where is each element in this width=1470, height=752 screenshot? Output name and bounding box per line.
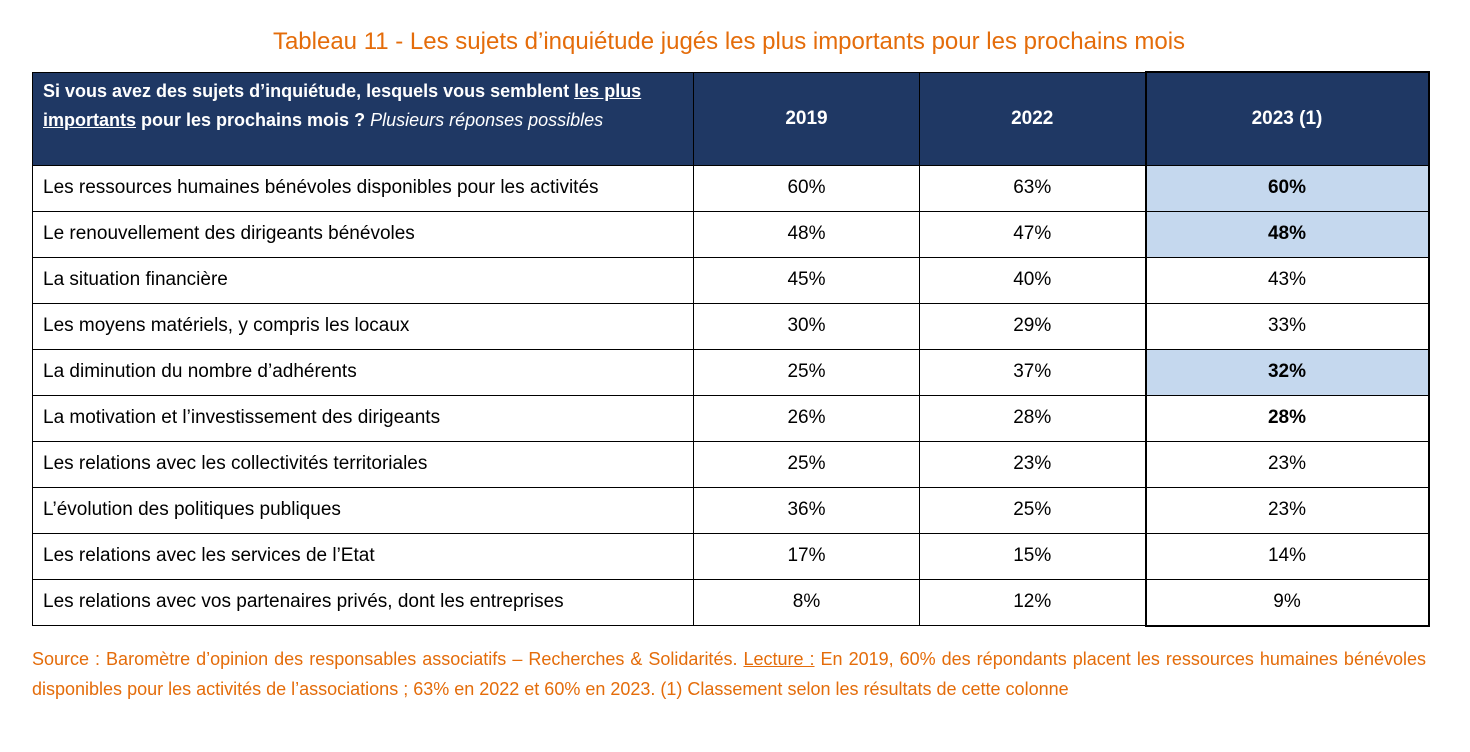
value-2019: 45% — [693, 256, 920, 304]
row-label: Les moyens matériels, y compris les loca… — [32, 302, 694, 350]
column-header-2023: 2023 (1) — [1144, 71, 1430, 166]
value-2023: 60% — [1144, 164, 1430, 212]
value-2019: 36% — [693, 486, 920, 534]
column-header-2022: 2022 — [919, 71, 1146, 166]
question-text-part2: pour les prochains mois ? — [136, 109, 371, 130]
value-2023: 14% — [1144, 532, 1430, 580]
row-label: Les ressources humaines bénévoles dispon… — [32, 164, 694, 212]
value-2019: 25% — [693, 440, 920, 488]
table-row: Les moyens matériels, y compris les loca… — [32, 302, 1430, 350]
value-2023: 23% — [1144, 486, 1430, 534]
table-row: Les ressources humaines bénévoles dispon… — [32, 164, 1430, 212]
value-2023: 9% — [1144, 578, 1430, 627]
value-2022: 40% — [919, 256, 1146, 304]
row-label: Les relations avec les services de l’Eta… — [32, 532, 694, 580]
table-row: Les relations avec les services de l’Eta… — [32, 532, 1430, 580]
question-text-part1: Si vous avez des sujets d’inquiétude, le… — [43, 80, 575, 101]
table-row: La situation financière 45% 40% 43% — [32, 256, 1430, 304]
table-row: Le renouvellement des dirigeants bénévol… — [32, 210, 1430, 258]
table-row: L’évolution des politiques publiques 36%… — [32, 486, 1430, 534]
value-2022: 12% — [919, 578, 1146, 626]
value-2019: 60% — [693, 164, 920, 212]
value-2022: 23% — [919, 440, 1146, 488]
table-row: Les relations avec les collectivités ter… — [32, 440, 1430, 488]
column-header-2019: 2019 — [693, 71, 920, 166]
value-2023: 43% — [1144, 256, 1430, 304]
reading-label: Lecture : — [743, 649, 815, 669]
value-2023: 23% — [1144, 440, 1430, 488]
value-2023: 28% — [1144, 394, 1430, 442]
source-note: Source : Baromètre d’opinion des respons… — [32, 644, 1426, 704]
question-text-underlined: les plus importants — [43, 80, 642, 130]
value-2019: 48% — [693, 210, 920, 258]
question-header: Si vous avez des sujets d’inquiétude, le… — [32, 71, 694, 166]
value-2019: 25% — [693, 348, 920, 396]
value-2022: 29% — [919, 302, 1146, 350]
value-2023: 48% — [1144, 210, 1430, 258]
value-2022: 15% — [919, 532, 1146, 580]
row-label: Les relations avec les collectivités ter… — [32, 440, 694, 488]
row-label: La situation financière — [32, 256, 694, 304]
source-text: Source : Baromètre d’opinion des respons… — [32, 649, 744, 669]
header-row: Si vous avez des sujets d’inquiétude, le… — [32, 71, 1430, 166]
row-label: La diminution du nombre d’adhérents — [32, 348, 694, 396]
value-2019: 30% — [693, 302, 920, 350]
row-label: Le renouvellement des dirigeants bénévol… — [32, 210, 694, 258]
table-row: La motivation et l’investissement des di… — [32, 394, 1430, 442]
row-label: Les relations avec vos partenaires privé… — [32, 578, 694, 626]
question-text-italic: Plusieurs réponses possibles — [370, 109, 604, 130]
value-2022: 37% — [919, 348, 1146, 396]
value-2019: 8% — [693, 578, 920, 626]
value-2023: 33% — [1144, 302, 1430, 350]
table-row: Les relations avec vos partenaires privé… — [32, 578, 1430, 627]
row-label: La motivation et l’investissement des di… — [32, 394, 694, 442]
value-2019: 17% — [693, 532, 920, 580]
row-label: L’évolution des politiques publiques — [32, 486, 694, 534]
value-2022: 28% — [919, 394, 1146, 442]
survey-table: Si vous avez des sujets d’inquiétude, le… — [32, 71, 1430, 627]
value-2019: 26% — [693, 394, 920, 442]
value-2022: 25% — [919, 486, 1146, 534]
table-row: La diminution du nombre d’adhérents 25% … — [32, 348, 1430, 396]
value-2022: 63% — [919, 164, 1146, 212]
reading-text: En 2019, 60% des répondants placent les … — [32, 649, 1426, 699]
table-title: Tableau 11 - Les sujets d’inquiétude jug… — [272, 28, 1186, 55]
value-2022: 47% — [919, 210, 1146, 258]
value-2023: 32% — [1144, 348, 1430, 396]
